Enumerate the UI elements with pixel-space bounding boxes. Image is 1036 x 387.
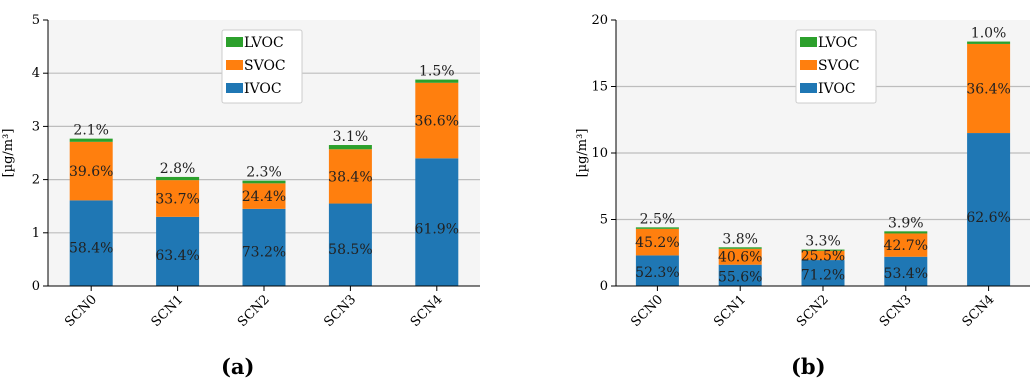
chart-0-xtick-label: SCN1 [149,292,187,330]
chart-1-data-label-lvoc: 3.3% [805,234,841,250]
chart-0-data-label-svoc: 36.6% [415,114,459,130]
chart-0-xtick-label: SCN0 [62,292,100,330]
chart-1-bar-ivoc [635,255,679,286]
chart-1-legend-label-ivoc: IVOC [818,81,856,97]
chart-0-bar-lvoc [415,79,459,83]
chart-0-bar-lvoc [69,138,113,142]
chart-0-xtick-label: SCN3 [321,292,359,330]
chart-1-data-label-ivoc: 71.2% [801,267,845,283]
chart-1-legend-label-lvoc: LVOC [818,35,858,51]
chart-0-ytick-label: 5 [32,13,40,28]
chart-1-ylabel: [µg/m³] [575,129,590,178]
chart-0-data-label-ivoc: 61.9% [415,222,459,238]
chart-0-ytick-label: 2 [32,173,40,188]
chart-1-data-label-svoc: 36.4% [966,81,1010,97]
chart-0-bar-svoc [156,180,200,217]
chart-0-data-label-ivoc: 63.4% [155,248,199,264]
chart-0-legend-label-svoc: SVOC [244,58,286,74]
chart-1-data-label-svoc: 42.7% [884,238,928,254]
chart-1-bar-ivoc [801,260,845,286]
chart-0-bar-ivoc [69,200,113,286]
chart-0-data-label-lvoc: 3.1% [333,129,369,145]
chart-1-xtick-label: SCN3 [877,292,915,330]
chart-0-bar-lvoc [328,145,372,150]
chart-0-xtick-label: SCN4 [408,292,446,330]
chart-1-bar-lvoc [718,247,762,249]
chart-1-data-label-ivoc: 62.6% [966,210,1010,226]
chart-0-bar-svoc [328,149,372,204]
chart-1-data-label-lvoc: 3.9% [888,215,924,231]
chart-0-legend-swatch-lvoc [226,37,243,47]
chart-0-data-label-svoc: 24.4% [242,189,286,205]
chart-1-bar-ivoc [718,264,762,286]
chart-0-ytick-label: 3 [32,119,40,134]
chart-0-data-label-lvoc: 1.5% [419,64,455,80]
chart-1-data-label-svoc: 40.6% [718,250,762,266]
chart-0-data-label-lvoc: 2.8% [160,161,196,177]
chart-1-ytick-label: 10 [591,146,608,161]
chart-0-data-label-ivoc: 58.4% [69,240,113,256]
chart-1-data-label-lvoc: 2.5% [640,211,676,227]
chart-1-bar-svoc [718,248,762,265]
chart-1-xtick-label: SCN2 [794,292,832,330]
chart-0-legend-label-ivoc: IVOC [244,81,282,97]
chart-1-data-label-lvoc: 3.8% [722,231,758,247]
chart-0-data-label-lvoc: 2.1% [73,123,109,139]
chart-1-xtick-label: SCN1 [711,292,749,330]
chart-0-ytick-label: 1 [32,226,40,241]
chart-0-data-label-ivoc: 58.5% [328,242,372,258]
chart-1-data-label-svoc: 45.2% [635,235,679,251]
chart-0-legend-label-lvoc: LVOC [244,35,284,51]
chart-0-bar-ivoc [328,203,372,286]
chart-1-legend-swatch-svoc [800,60,817,70]
chart-1-ytick-label: 20 [591,13,608,28]
chart-0-ytick-label: 4 [32,66,40,81]
chart-0-xtick-label: SCN2 [235,292,273,330]
chart-1-bar-svoc [884,233,928,257]
chart-1-xtick-label: SCN0 [628,292,666,330]
chart-0-data-label-lvoc: 2.3% [246,165,282,181]
chart-1-ytick-label: 15 [591,80,608,95]
chart-0-bar-ivoc [415,158,459,286]
chart-1-bar-svoc [967,43,1011,134]
chart-0-bar-svoc [242,183,286,209]
chart-0-bar-svoc [415,82,459,159]
chart-0-bar-lvoc [242,180,286,184]
chart-1-legend-swatch-ivoc [800,83,817,93]
chart-1-data-label-lvoc: 1.0% [971,26,1007,42]
chart-1-bar-svoc [635,228,679,256]
chart-0-data-label-svoc: 33.7% [155,191,199,207]
chart-0-data-label-svoc: 38.4% [328,169,372,185]
chart-1-data-label-ivoc: 55.6% [718,269,762,285]
chart-1-ytick-label: 5 [600,213,608,228]
chart-0-ytick-label: 0 [32,279,40,294]
chart-1-bar-lvoc [801,249,845,251]
chart-1-data-label-ivoc: 52.3% [635,265,679,281]
chart-0-bar-lvoc [156,176,200,181]
chart-1-xtick-label: SCN4 [960,292,998,330]
chart-1-bar-lvoc [635,227,679,229]
chart-0-legend-swatch-svoc [226,60,243,70]
chart-1-bar-lvoc [967,41,1011,44]
chart-1-ytick-label: 0 [600,279,608,294]
panel-caption-b: (b) [791,354,826,379]
chart-0-data-label-ivoc: 73.2% [242,244,286,260]
chart-1-legend-swatch-lvoc [800,37,817,47]
chart-0-bar-ivoc [242,208,286,286]
chart-1-legend-label-svoc: SVOC [818,58,860,74]
panel-caption-a: (a) [221,354,255,379]
chart-1-data-label-svoc: 25.5% [801,248,845,264]
chart-1-bar-ivoc [967,133,1011,286]
chart-0-bar-ivoc [156,216,200,286]
chart-1-bar-lvoc [884,231,928,234]
chart-1-bar-svoc [801,250,845,261]
chart-0-legend-swatch-ivoc [226,83,243,93]
chart-1-data-label-ivoc: 53.4% [884,266,928,282]
chart-0-ylabel: [µg/m³] [1,129,16,178]
chart-0-bar-svoc [69,141,113,201]
chart-1-bar-ivoc [884,256,928,286]
chart-0-data-label-svoc: 39.6% [69,164,113,180]
